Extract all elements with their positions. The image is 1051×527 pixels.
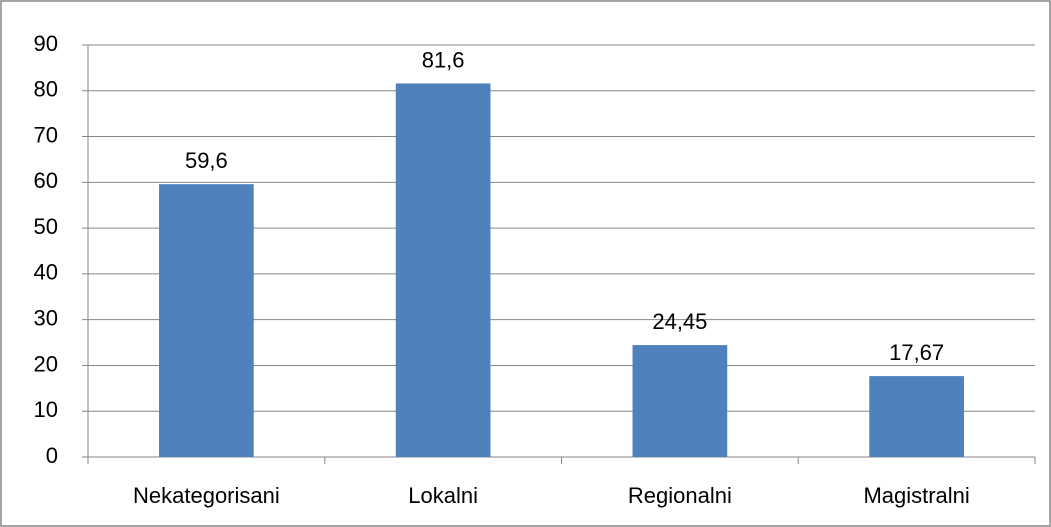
value-label: 81,6 bbox=[422, 47, 465, 72]
value-label: 17,67 bbox=[889, 340, 944, 365]
y-tick-label: 70 bbox=[34, 122, 58, 147]
y-tick-label: 0 bbox=[46, 443, 58, 468]
bar bbox=[632, 345, 728, 457]
y-tick-label: 40 bbox=[34, 260, 58, 285]
y-tick-label: 80 bbox=[34, 77, 58, 102]
y-tick-label: 20 bbox=[34, 351, 58, 376]
y-tick-label: 30 bbox=[34, 305, 58, 330]
bar bbox=[159, 184, 254, 458]
bar bbox=[869, 376, 964, 457]
y-tick-label: 60 bbox=[34, 168, 58, 193]
x-tick-label: Magistralni bbox=[863, 483, 969, 508]
y-tick-label: 10 bbox=[34, 397, 58, 422]
x-tick-label: Lokalni bbox=[408, 483, 478, 508]
x-tick-label: Regionalni bbox=[628, 483, 732, 508]
x-tick-label: Nekategorisani bbox=[133, 483, 280, 508]
value-label: 24,45 bbox=[652, 309, 707, 334]
value-label: 59,6 bbox=[185, 148, 228, 173]
bar bbox=[395, 83, 491, 457]
y-tick-label: 90 bbox=[34, 31, 58, 56]
y-tick-label: 50 bbox=[34, 214, 58, 239]
